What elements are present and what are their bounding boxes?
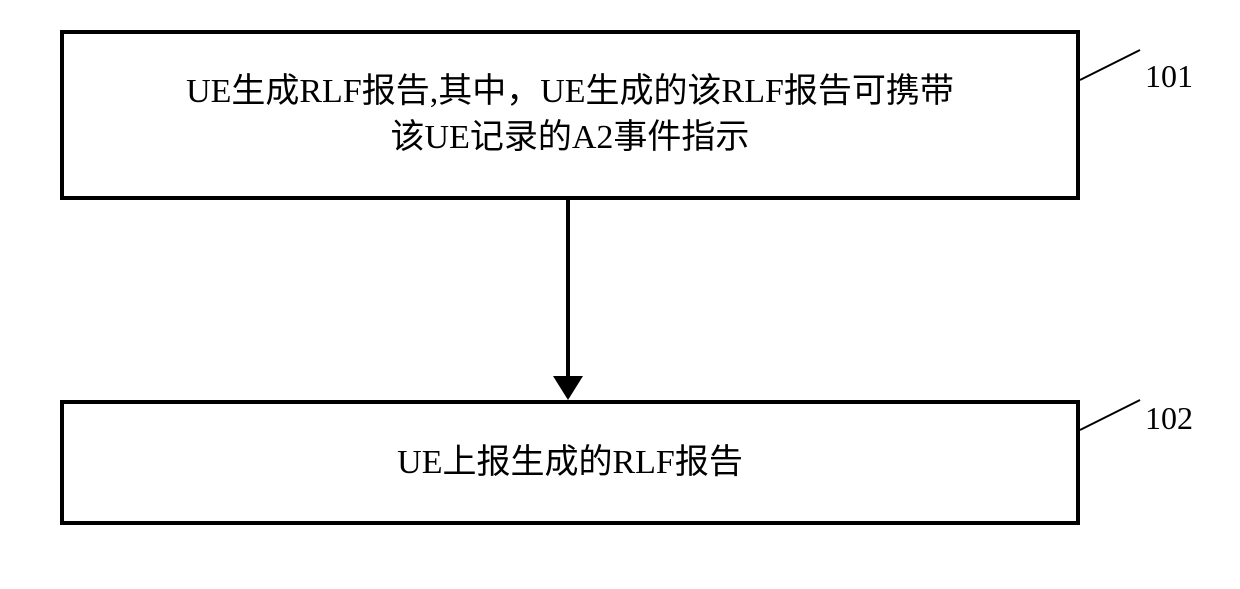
leader-line-2 <box>1080 400 1140 430</box>
flow-arrow-head <box>553 376 583 400</box>
reference-label-101: 101 <box>1145 58 1193 95</box>
flow-step-1: UE生成RLF报告,其中，UE生成的该RLF报告可携带 该UE记录的A2事件指示 <box>60 30 1080 200</box>
flow-step-2-line1: UE上报生成的RLF报告 <box>397 440 743 486</box>
flow-step-1-line2: 该UE记录的A2事件指示 <box>391 115 750 161</box>
flow-canvas: UE生成RLF报告,其中，UE生成的该RLF报告可携带 该UE记录的A2事件指示… <box>0 0 1240 589</box>
flow-arrow-shaft <box>566 200 570 376</box>
flow-step-1-line1: UE生成RLF报告,其中，UE生成的该RLF报告可携带 <box>186 69 954 115</box>
flow-step-2: UE上报生成的RLF报告 <box>60 400 1080 525</box>
reference-label-102: 102 <box>1145 400 1193 437</box>
leader-line-1 <box>1080 50 1140 80</box>
